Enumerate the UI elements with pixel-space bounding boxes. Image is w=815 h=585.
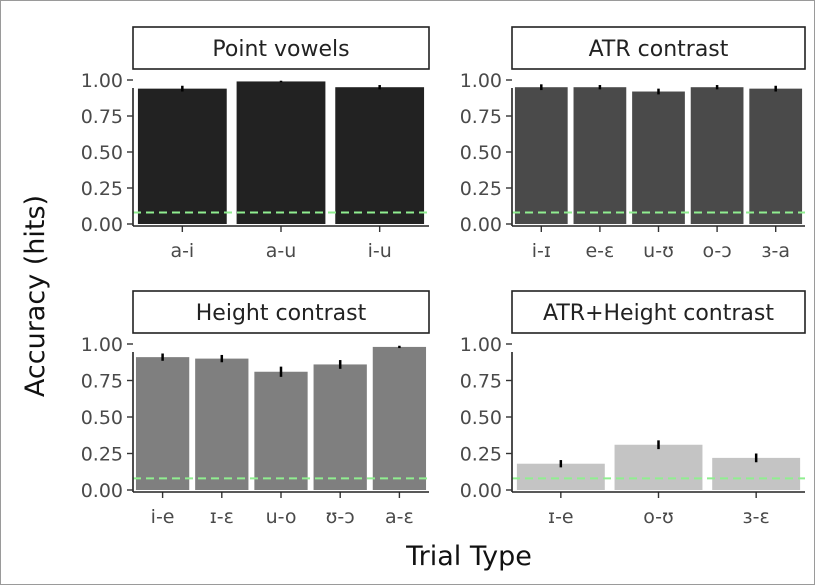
y-tick-label: 1.00	[460, 334, 502, 356]
x-tick-label: i-ɪ	[532, 240, 551, 262]
y-tick-label: 0.00	[81, 214, 123, 236]
bar	[254, 371, 308, 490]
bar	[195, 358, 249, 490]
bar	[372, 346, 427, 490]
bar	[573, 87, 627, 224]
y-tick-label: 0.75	[81, 106, 123, 128]
x-tick-label: u-ʊ	[643, 240, 674, 262]
y-tick-label: 0.50	[460, 142, 502, 164]
facet-strip	[511, 290, 806, 334]
y-tick-label: 0.25	[460, 178, 502, 200]
y-tick-label: 0.50	[460, 407, 502, 429]
facet-panel-3: Height contrast i-e ɪ-ɛ u-o ʊ-ɔ a-ɛ 0.00 0.25 0.…	[81, 290, 430, 528]
x-tick-label: a-u	[266, 240, 297, 262]
facet-title: Height contrast	[196, 301, 367, 326]
bar	[335, 87, 425, 224]
x-tick-label: ɜ-a	[761, 240, 790, 262]
bar	[712, 457, 801, 490]
facet-title: Point vowels	[212, 37, 349, 62]
y-tick-label: 0.75	[81, 371, 123, 393]
facet-strip	[511, 26, 806, 70]
x-tick-label: e-ɛ	[585, 240, 614, 262]
facet-panel-1: Point vowels a-i a-u i-u 0.00 0.25 0.50 0.75 1.0…	[81, 26, 430, 262]
y-tick-label: 0.25	[460, 444, 502, 466]
facet-panel-4: ATR+Height contrast ɪ-e o-ʊ ɜ-ɛ 0.00 0.25 0.50…	[460, 290, 806, 528]
x-tick-label: o-ʊ	[643, 506, 674, 528]
y-tick-label: 0.00	[460, 214, 502, 236]
y-tick-label: 0.25	[81, 444, 123, 466]
y-tick-label: 1.00	[81, 334, 123, 356]
facet-panels: Point vowels a-i a-u i-u 0.00 0.25 0.50 0.75 1.0…	[81, 26, 806, 528]
y-tick-label: 0.50	[81, 142, 123, 164]
y-tick-label: 0.75	[460, 106, 502, 128]
y-tick-label: 0.50	[81, 407, 123, 429]
x-tick-label: ʊ-ɔ	[326, 506, 355, 528]
x-tick-label: a-i	[170, 240, 194, 262]
bar	[514, 87, 568, 224]
bar	[690, 87, 744, 224]
x-tick-label: i-u	[368, 240, 392, 262]
bar	[614, 444, 703, 490]
facet-strip	[132, 26, 430, 70]
x-tick-label: u-o	[266, 506, 297, 528]
facet-strip	[132, 290, 430, 334]
y-tick-label: 1.00	[81, 70, 123, 92]
x-tick-label: ɪ-e	[548, 506, 574, 528]
y-tick-label: 0.00	[460, 480, 502, 502]
bar	[137, 88, 227, 224]
x-axis-title: Trial Type	[405, 541, 532, 572]
facet-panel-2: ATR contrast i-ɪ e-ɛ u-ʊ o-ɔ ɜ-a 0.00 0.25 0.50 0…	[460, 26, 806, 262]
bar	[135, 357, 190, 490]
facet-title: ATR+Height contrast	[543, 301, 774, 326]
bar	[632, 91, 685, 225]
x-tick-label: a-ɛ	[385, 506, 414, 528]
y-tick-label: 0.75	[460, 371, 502, 393]
bar	[236, 81, 326, 224]
y-tick-label: 1.00	[460, 70, 502, 92]
x-tick-label: ɜ-ɛ	[743, 506, 770, 528]
bar	[749, 88, 803, 224]
bar	[516, 463, 605, 490]
y-tick-label: 0.25	[81, 178, 123, 200]
facet-title: ATR contrast	[589, 37, 729, 62]
x-tick-label: i-e	[151, 506, 175, 528]
y-tick-label: 0.00	[81, 480, 123, 502]
y-axis-title: Accuracy (hits)	[20, 195, 51, 397]
x-tick-label: o-ɔ	[702, 240, 731, 262]
bar	[313, 364, 367, 490]
x-tick-label: ɪ-ɛ	[210, 506, 234, 528]
